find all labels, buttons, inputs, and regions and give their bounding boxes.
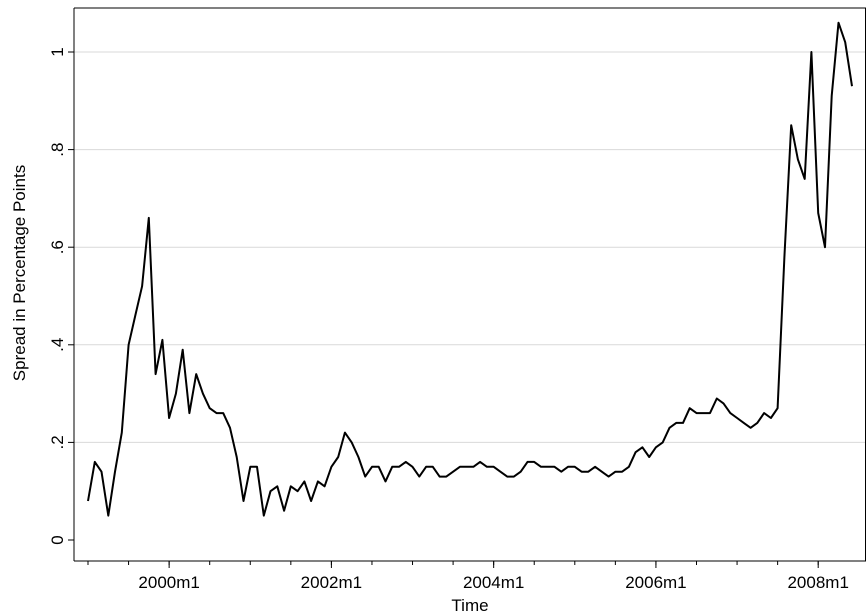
tick-labels: 0 .2 .4 .6 .8 1 2000m1 2002m1 2004m1 2006m1 2008m1 <box>48 47 849 592</box>
x-axis-title: Time <box>451 596 488 615</box>
y-tick-label: 1 <box>48 47 67 56</box>
y-axis-title: Spread in Percentage Points <box>10 165 29 381</box>
series <box>87 21 853 517</box>
y-tick-label: .2 <box>48 435 67 449</box>
gridlines <box>74 51 866 443</box>
x-tick-label: 2006m1 <box>625 573 686 592</box>
y-tick-label: .8 <box>48 143 67 157</box>
series-line <box>87 21 853 517</box>
x-tick-label: 2004m1 <box>463 573 524 592</box>
y-tick-label: .6 <box>48 240 67 254</box>
x-tick-label: 2008m1 <box>787 573 848 592</box>
y-tick-label: .4 <box>48 338 67 352</box>
x-tick-label: 2002m1 <box>301 573 362 592</box>
y-tick-label: 0 <box>48 535 67 544</box>
axes <box>68 7 866 568</box>
x-tick-label: 2000m1 <box>138 573 199 592</box>
